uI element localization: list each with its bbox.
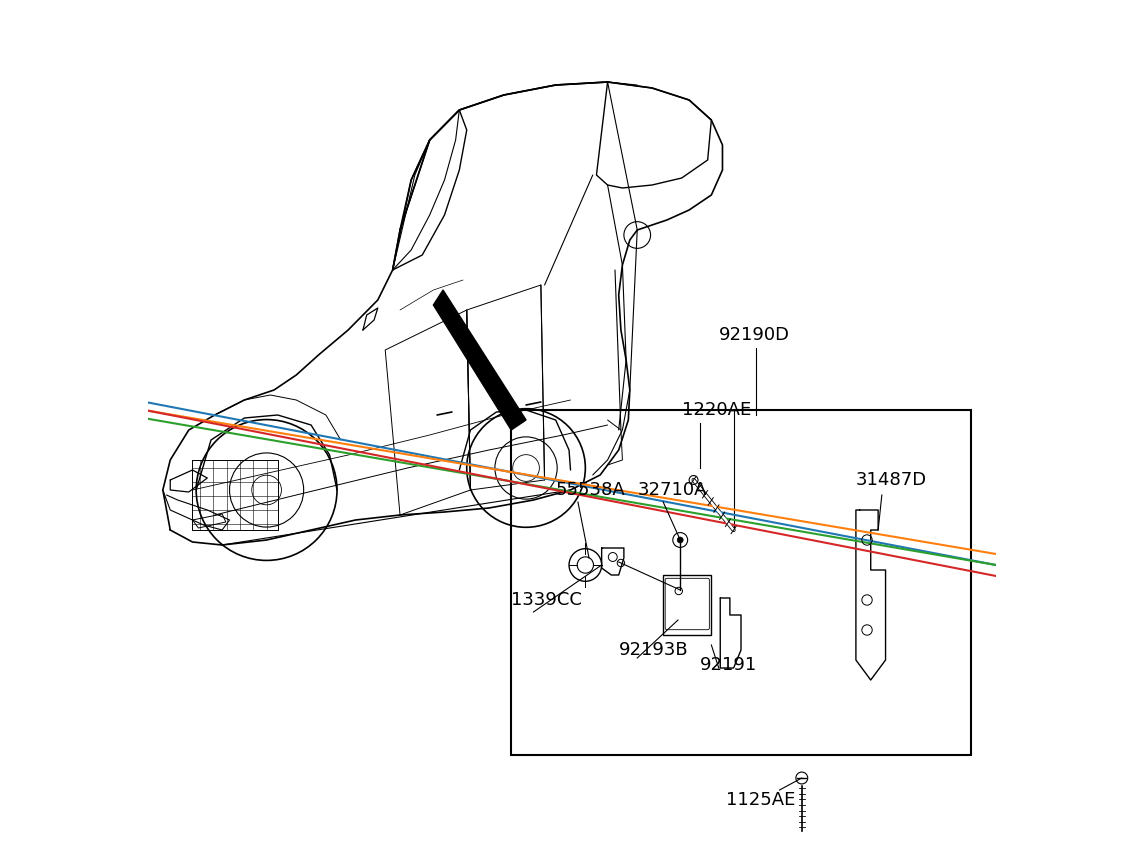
Text: 92190D: 92190D [718,326,789,344]
Bar [664,575,712,635]
Polygon shape [434,290,526,430]
Bar [511,410,971,755]
Text: 31487D: 31487D [856,471,927,489]
Text: 55538A: 55538A [556,481,626,499]
Circle shape [677,537,683,543]
Text: 32710A: 32710A [637,481,707,499]
Text: 1339CC: 1339CC [511,591,582,609]
Text: 92191: 92191 [700,656,757,674]
Text: 1220AE: 1220AE [682,401,750,419]
Text: 1125AE: 1125AE [726,791,795,809]
Text: 92193B: 92193B [619,641,689,659]
